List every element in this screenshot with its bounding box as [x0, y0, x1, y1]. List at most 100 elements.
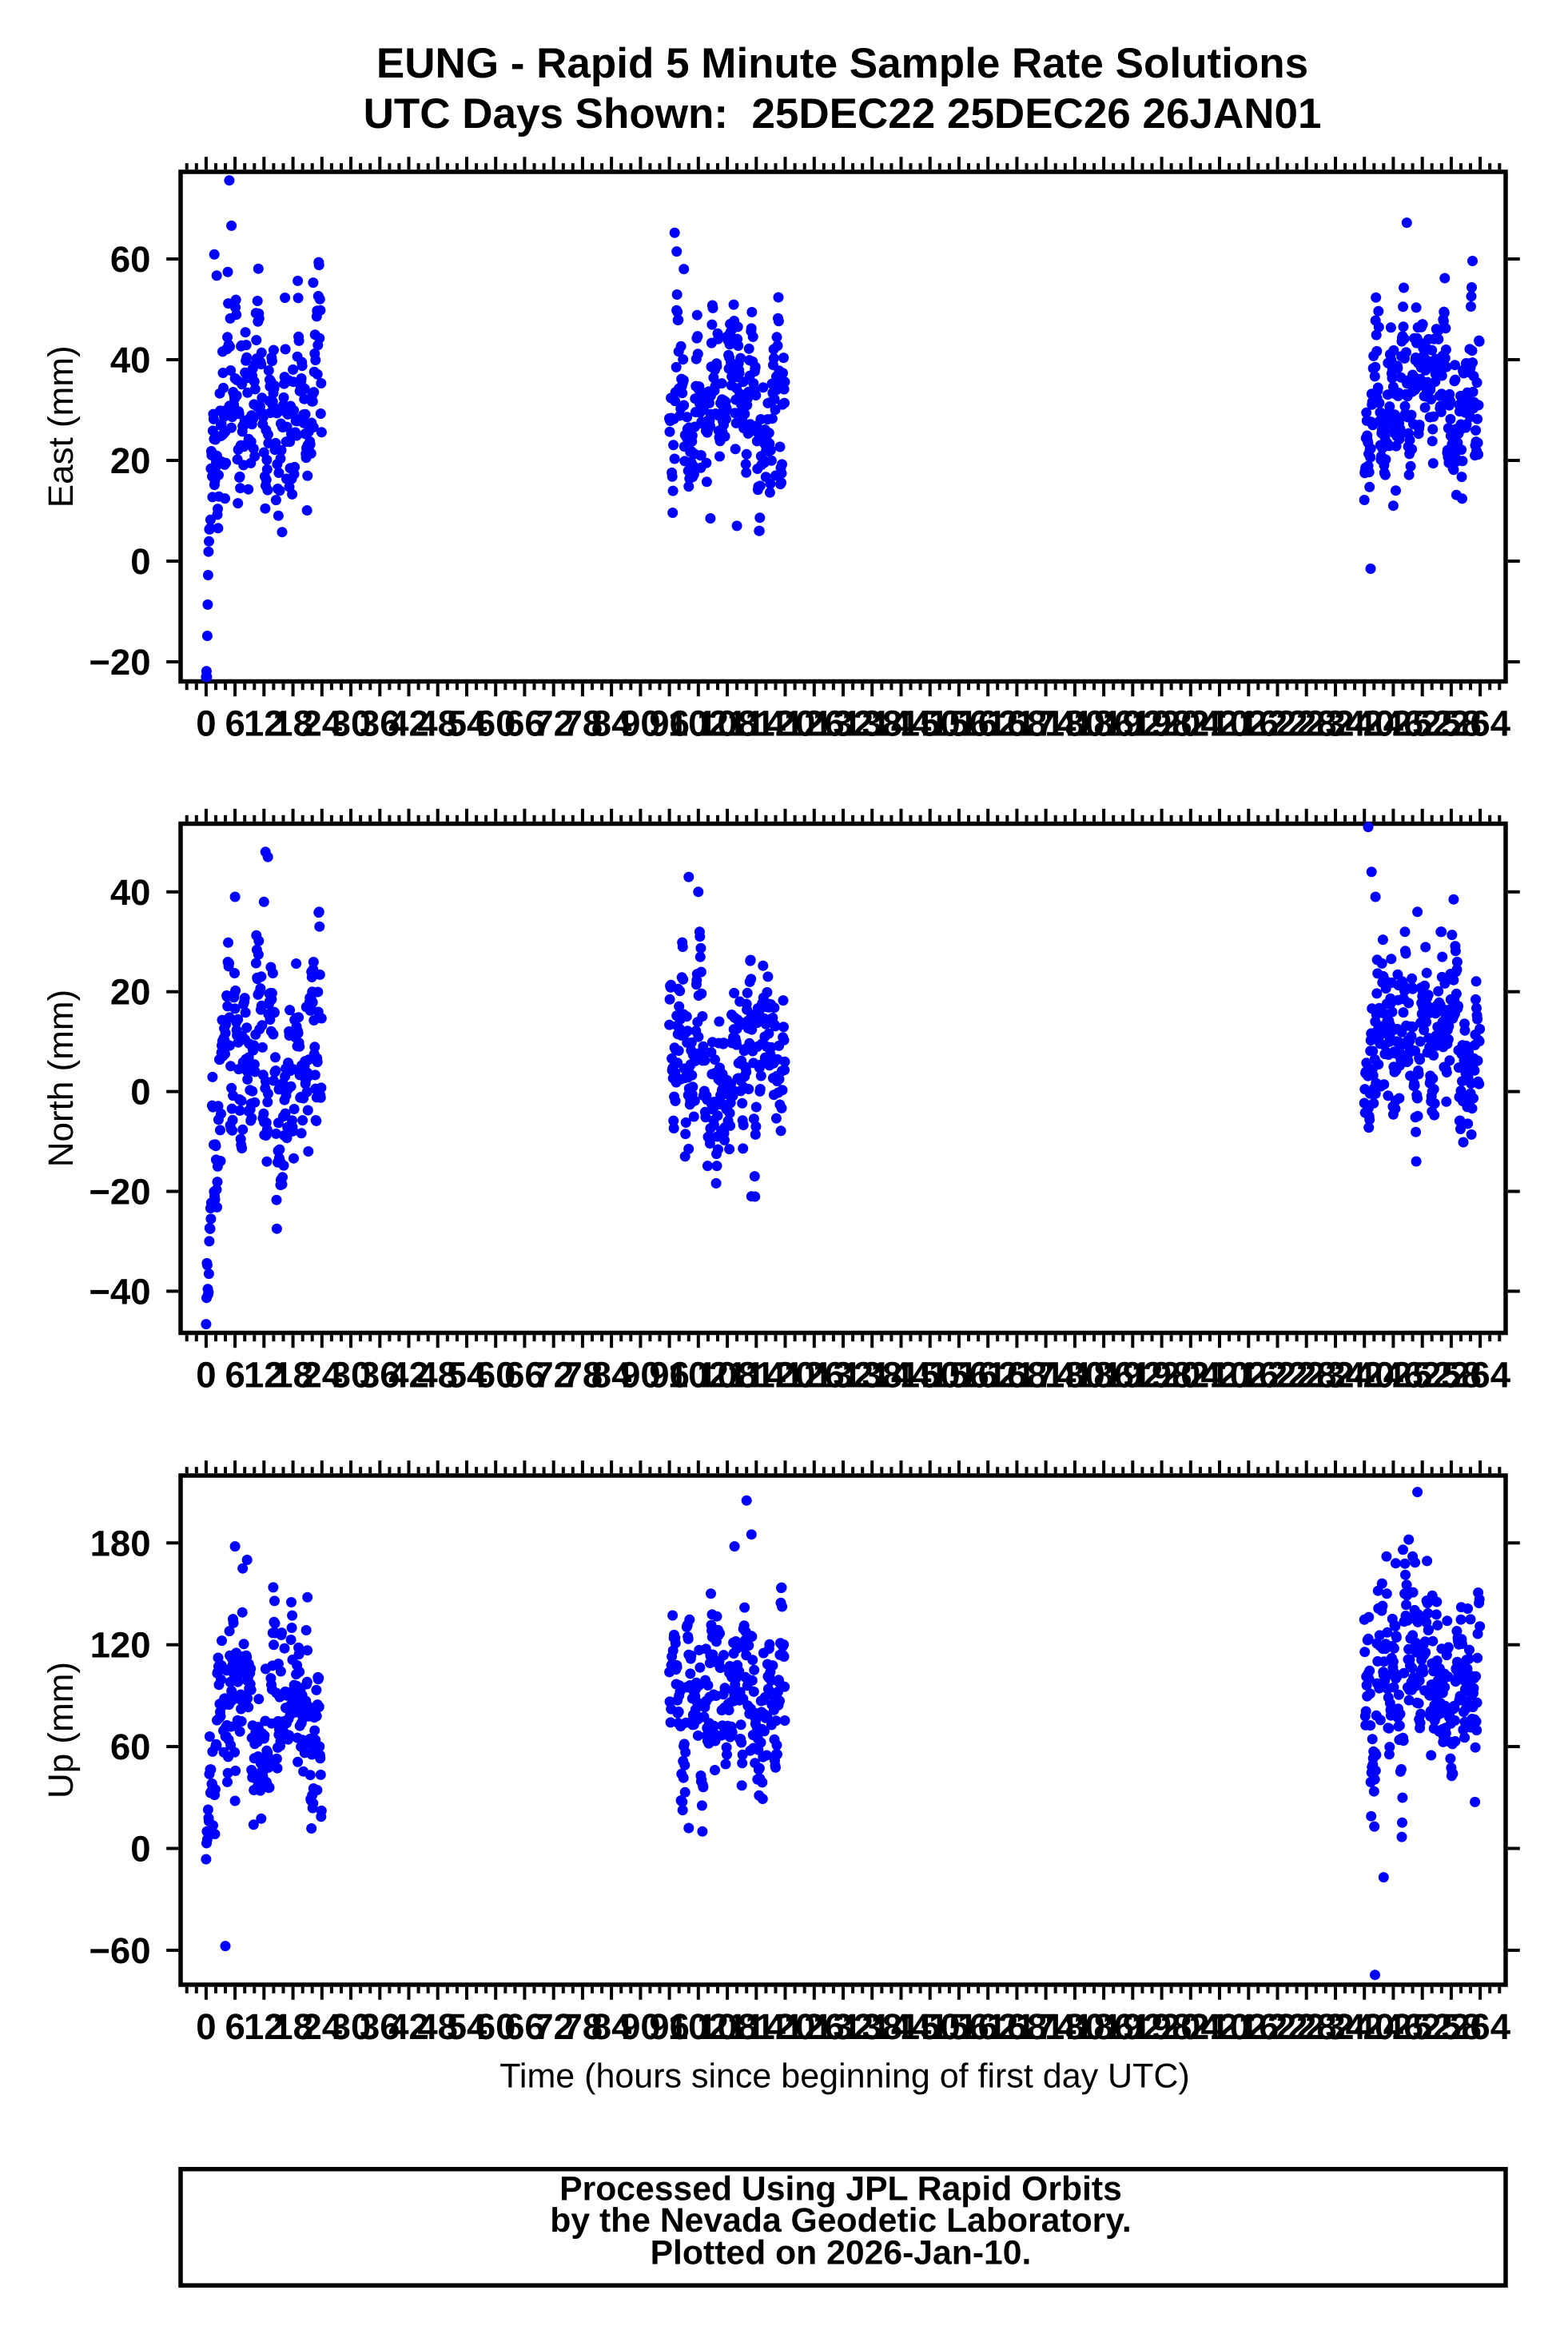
svg-text:258: 258: [1421, 703, 1482, 744]
svg-text:6: 6: [225, 1355, 245, 1396]
svg-text:258: 258: [1421, 1355, 1482, 1396]
svg-text:180: 180: [1045, 703, 1105, 744]
svg-text:72: 72: [533, 2006, 574, 2047]
svg-text:234: 234: [1305, 1355, 1367, 1396]
svg-text:0: 0: [130, 1072, 150, 1113]
svg-text:0: 0: [196, 703, 216, 744]
svg-text:132: 132: [813, 1355, 874, 1396]
svg-text:108: 108: [697, 1355, 758, 1396]
svg-text:264: 264: [1450, 1355, 1511, 1396]
svg-text:by the Nevada Geodetic Laborat: by the Nevada Geodetic Laboratory.: [550, 2201, 1131, 2240]
svg-text:90: 90: [620, 2006, 661, 2047]
svg-text:102: 102: [668, 703, 729, 744]
svg-text:60: 60: [476, 1355, 516, 1396]
svg-text:222: 222: [1248, 703, 1308, 744]
svg-text:228: 228: [1276, 2006, 1337, 2047]
svg-text:18: 18: [273, 2006, 313, 2047]
svg-text:102: 102: [668, 2006, 729, 2047]
svg-text:216: 216: [1218, 703, 1279, 744]
svg-text:156: 156: [929, 703, 989, 744]
svg-text:126: 126: [784, 2006, 845, 2047]
svg-text:66: 66: [504, 1355, 545, 1396]
svg-text:90: 90: [620, 1355, 661, 1396]
svg-text:240: 240: [1334, 2006, 1395, 2047]
svg-text:228: 228: [1276, 703, 1337, 744]
svg-text:12: 12: [244, 2006, 285, 2047]
svg-text:36: 36: [360, 2006, 400, 2047]
svg-text:168: 168: [986, 1355, 1047, 1396]
svg-text:144: 144: [871, 703, 933, 744]
svg-text:114: 114: [727, 703, 786, 744]
svg-text:156: 156: [929, 2006, 989, 2047]
svg-text:24: 24: [301, 2006, 342, 2047]
svg-text:150: 150: [900, 703, 961, 744]
svg-text:UTC Days Shown: 25DEC22 25DEC: UTC Days Shown: 25DEC22 25DEC26 26JAN01: [364, 90, 1322, 137]
svg-text:18: 18: [273, 1355, 313, 1396]
svg-text:222: 222: [1248, 1355, 1308, 1396]
svg-text:108: 108: [697, 2006, 758, 2047]
svg-text:204: 204: [1160, 703, 1222, 744]
svg-text:120: 120: [755, 703, 816, 744]
svg-text:228: 228: [1276, 1355, 1337, 1396]
svg-text:78: 78: [563, 703, 603, 744]
svg-text:138: 138: [842, 703, 902, 744]
svg-text:192: 192: [1102, 2006, 1163, 2047]
svg-text:198: 198: [1132, 2006, 1192, 2047]
svg-text:144: 144: [871, 1355, 933, 1396]
svg-text:252: 252: [1392, 2006, 1453, 2047]
svg-text:48: 48: [417, 1355, 458, 1396]
svg-text:132: 132: [813, 2006, 874, 2047]
svg-text:180: 180: [1045, 2006, 1105, 2047]
svg-text:120: 120: [755, 2006, 816, 2047]
svg-text:138: 138: [842, 2006, 902, 2047]
svg-text:40: 40: [110, 340, 151, 380]
svg-text:126: 126: [784, 1355, 845, 1396]
svg-text:102: 102: [668, 1355, 729, 1396]
svg-text:144: 144: [871, 2006, 933, 2047]
svg-text:168: 168: [986, 2006, 1047, 2047]
svg-text:96: 96: [649, 1355, 690, 1396]
svg-text:72: 72: [533, 703, 574, 744]
svg-text:180: 180: [90, 1523, 151, 1563]
svg-text:−60: −60: [89, 1930, 150, 1971]
svg-text:246: 246: [1363, 2006, 1423, 2047]
svg-text:216: 216: [1218, 1355, 1279, 1396]
svg-text:216: 216: [1218, 2006, 1279, 2047]
svg-text:42: 42: [388, 2006, 429, 2047]
svg-text:84: 84: [591, 2006, 632, 2047]
svg-text:162: 162: [957, 703, 1018, 744]
svg-text:174: 174: [1016, 703, 1077, 744]
svg-text:126: 126: [784, 703, 845, 744]
svg-text:0: 0: [196, 1355, 216, 1396]
svg-text:78: 78: [563, 2006, 603, 2047]
svg-text:108: 108: [697, 703, 758, 744]
svg-text:234: 234: [1305, 703, 1367, 744]
svg-text:198: 198: [1132, 1355, 1192, 1396]
svg-text:54: 54: [447, 2006, 488, 2047]
svg-text:240: 240: [1334, 703, 1395, 744]
svg-text:36: 36: [360, 1355, 400, 1396]
svg-text:20: 20: [110, 440, 151, 481]
svg-text:246: 246: [1363, 1355, 1423, 1396]
svg-text:30: 30: [331, 1355, 372, 1396]
svg-text:138: 138: [842, 1355, 902, 1396]
svg-text:48: 48: [417, 2006, 458, 2047]
svg-text:Time (hours since beginning of: Time (hours since beginning of first day…: [499, 2057, 1190, 2096]
svg-text:96: 96: [649, 2006, 690, 2047]
svg-text:174: 174: [1016, 1355, 1077, 1396]
svg-text:150: 150: [900, 2006, 961, 2047]
svg-text:0: 0: [130, 1829, 150, 1870]
svg-text:84: 84: [591, 1355, 632, 1396]
svg-text:12: 12: [244, 703, 285, 744]
svg-text:204: 204: [1160, 2006, 1222, 2047]
svg-text:40: 40: [110, 872, 151, 913]
svg-text:192: 192: [1102, 703, 1163, 744]
svg-text:48: 48: [417, 703, 458, 744]
svg-text:54: 54: [447, 1355, 488, 1396]
svg-text:54: 54: [447, 703, 488, 744]
svg-text:210: 210: [1189, 1355, 1250, 1396]
svg-text:North (mm): North (mm): [42, 990, 81, 1167]
svg-text:0: 0: [196, 2006, 216, 2047]
svg-text:114: 114: [727, 1355, 786, 1396]
svg-text:186: 186: [1073, 1355, 1134, 1396]
